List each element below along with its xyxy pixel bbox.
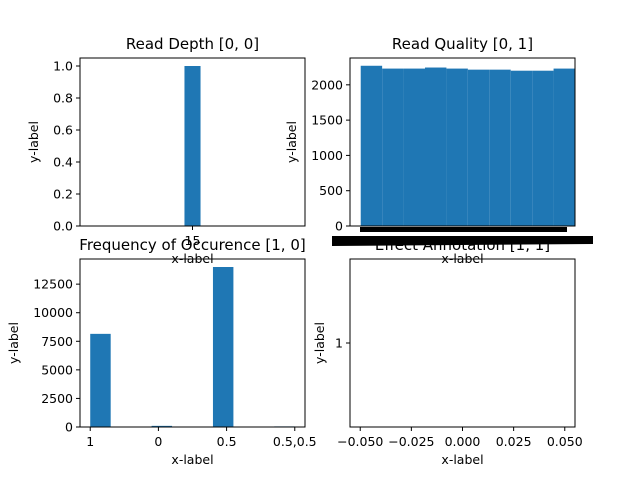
ylabel-p11: y-label bbox=[312, 322, 327, 364]
ytick-label-p10-3: 7500 bbox=[41, 334, 73, 349]
subplot-p11: 1 −0.050 −0.025 0.000 0.025 0.050 x-label y-lab… bbox=[312, 236, 583, 467]
ytick-label-p00-4: 0.8 bbox=[53, 91, 73, 106]
bar-p00-0 bbox=[184, 66, 201, 226]
xtick-label-p00-0: 15 bbox=[185, 233, 201, 248]
ytick-label-p10-5: 12500 bbox=[33, 277, 73, 292]
xtick-label-p11-0: −0.050 bbox=[337, 434, 383, 449]
bar-p01-7 bbox=[510, 70, 533, 227]
ytick-label-p00-2: 0.4 bbox=[53, 155, 73, 170]
bar-p01-1 bbox=[382, 68, 404, 227]
xtick-label-p10-1: 0 bbox=[154, 434, 162, 449]
ytick-label-p00-1: 0.2 bbox=[53, 187, 73, 202]
bar-p01-0 bbox=[360, 65, 383, 226]
ytick-label-p00-5: 1.0 bbox=[53, 59, 73, 74]
xtick-marks-dense-p01 bbox=[360, 227, 567, 232]
bar-p10-2 bbox=[212, 267, 234, 427]
xtick-label-p11-3: 0.025 bbox=[496, 434, 532, 449]
axes-frame-p11 bbox=[349, 258, 576, 428]
ytick-label-p00-0: 0.0 bbox=[53, 219, 73, 234]
bar-p01-9 bbox=[553, 68, 575, 227]
axes-frame-p01 bbox=[349, 57, 576, 227]
bar-p10-0 bbox=[90, 333, 111, 427]
axes-frame-p10 bbox=[79, 258, 306, 428]
title-p01: Read Quality [0, 1] bbox=[392, 35, 533, 53]
bar-p01-6 bbox=[489, 69, 511, 226]
ytick-label-p01-4: 2000 bbox=[311, 77, 343, 92]
ylabel-p00: y-label bbox=[26, 121, 41, 163]
ylabel-p10: y-label bbox=[6, 322, 21, 364]
bar-p01-2 bbox=[403, 68, 425, 227]
xtick-label-p11-1: −0.025 bbox=[388, 434, 434, 449]
ytick-label-p01-3: 1500 bbox=[311, 113, 343, 128]
xlabel-p10: x-label bbox=[171, 452, 213, 467]
xtick-labels-overlap-p01 bbox=[332, 236, 593, 246]
ytick-label-p01-0: 0 bbox=[335, 219, 343, 234]
title-p11: Effect Annotation [1, 1] bbox=[375, 236, 550, 254]
ytick-label-p11-0: 1 bbox=[335, 336, 343, 351]
bar-p01-3 bbox=[425, 67, 447, 226]
bar-p01-5 bbox=[467, 69, 490, 226]
bar-p01-8 bbox=[532, 70, 554, 227]
ytick-label-p10-1: 2500 bbox=[41, 391, 73, 406]
title-p10: Frequency of Occurence [1, 0] bbox=[79, 236, 305, 254]
ytick-label-p01-2: 1000 bbox=[311, 148, 343, 163]
title-p00: Read Depth [0, 0] bbox=[126, 35, 259, 53]
ytick-label-p01-1: 500 bbox=[319, 183, 343, 198]
xtick-label-p10-2: 0.5 bbox=[217, 434, 237, 449]
ytick-label-p00-3: 0.6 bbox=[53, 123, 73, 138]
bar-p01-4 bbox=[446, 68, 468, 227]
xlabel-p11: x-label bbox=[441, 452, 483, 467]
xtick-label-p11-2: 0.000 bbox=[445, 434, 481, 449]
bar-p10-1 bbox=[151, 425, 173, 427]
xtick-label-p11-4: 0.050 bbox=[547, 434, 583, 449]
xtick-label-p10-3: 0.5,0.5 bbox=[273, 434, 317, 449]
ytick-label-p10-2: 5000 bbox=[41, 362, 73, 377]
ylabel-p01: y-label bbox=[284, 121, 299, 163]
xtick-label-p10-0: 1 bbox=[86, 434, 94, 449]
ytick-label-p10-4: 10000 bbox=[33, 305, 73, 320]
ytick-label-p10-0: 0 bbox=[65, 420, 73, 435]
